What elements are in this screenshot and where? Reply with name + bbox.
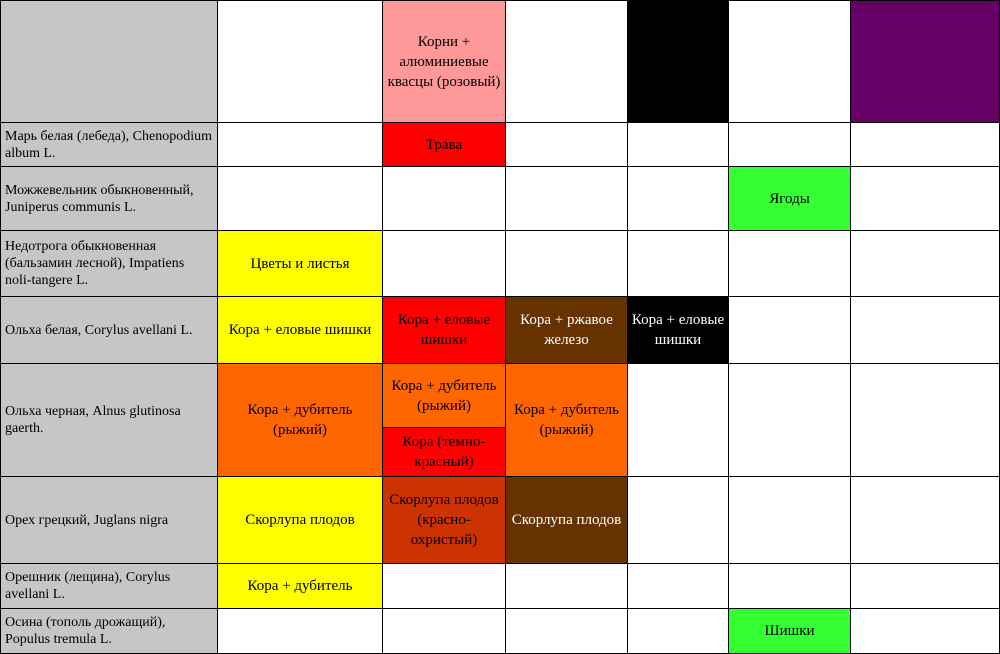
dye-text: Скорлупа плодов (красно-охристый)	[389, 492, 499, 548]
plant-name-cell: Недотрога обыкновенная (бальзамин лесной…	[0, 230, 218, 297]
dye-cell	[627, 122, 729, 167]
dye-cell	[382, 563, 506, 609]
dye-text: Кора (темно-красный)	[402, 434, 486, 470]
dye-cell	[728, 296, 851, 364]
dye-cell-orange: Кора + дубитель (рыжий)	[217, 363, 383, 477]
dye-cell	[505, 608, 628, 654]
plant-name-cell: Орех грецкий, Juglans nigra	[0, 476, 218, 564]
dye-text: Кора + дубитель (рыжий)	[513, 402, 619, 438]
header-cell-brown	[505, 0, 628, 123]
dye-cell	[850, 296, 1000, 364]
dye-cell	[217, 608, 383, 654]
dye-text: Кора + еловые шишки	[397, 312, 491, 348]
header-pink-label: Корни + алюминиевые квасцы (розовый)	[387, 33, 501, 90]
dye-cell-yellow: Скорлупа плодов	[217, 476, 383, 564]
header-cell-yellow	[217, 0, 383, 123]
dye-cell-orange: Кора + дубитель (рыжий)	[382, 363, 506, 428]
dye-text: Скорлупа плодов	[511, 512, 622, 528]
dye-cell-green: Ягоды	[728, 166, 851, 231]
plant-name: Ольха черная, Alnus glutinosa gaerth.	[5, 404, 181, 436]
dye-cell-yellow: Кора + дубитель	[217, 563, 383, 609]
dye-cell-red: Кора + еловые шишки	[382, 296, 506, 364]
dye-cell	[505, 563, 628, 609]
dye-cell	[382, 608, 506, 654]
dye-cell	[627, 166, 729, 231]
dye-text: Трава	[425, 136, 463, 153]
dye-cell	[850, 608, 1000, 654]
plant-name-cell: Марь белая (лебеда), Chenopodium album L…	[0, 122, 218, 167]
dye-text: Кора + ржавое железо	[520, 312, 613, 348]
plant-name: Орешник (лещина), Corylus avellani L.	[5, 570, 171, 602]
plant-name-cell: Ольха черная, Alnus glutinosa gaerth.	[0, 363, 218, 477]
dye-cell	[728, 563, 851, 609]
plant-name: Ольха белая, Corylus avellani L.	[5, 322, 193, 338]
plant-name-cell: Осина (тополь дрожащий), Populus tremula…	[0, 608, 218, 654]
dye-text: Шишки	[764, 623, 815, 639]
plant-name: Можжевельник обыкновенный, Juniperus com…	[5, 182, 194, 215]
dye-cell-brown: Скорлупа плодов	[505, 476, 628, 564]
dye-cell	[728, 230, 851, 297]
dye-text: Кора + еловые шишки	[631, 312, 725, 348]
dye-cell	[217, 166, 383, 231]
header-cell-black	[627, 0, 729, 123]
dye-cell	[728, 363, 851, 477]
dye-text: Кора + дубитель (рыжий)	[391, 377, 497, 414]
dye-text: Кора + дубитель	[247, 578, 353, 594]
dye-cell	[627, 230, 729, 297]
dye-cell	[627, 608, 729, 654]
dye-cell	[505, 122, 628, 167]
dye-cell	[850, 230, 1000, 297]
dye-cell	[850, 166, 1000, 231]
plant-name: Орех грецкий, Juglans nigra	[5, 512, 169, 528]
dye-cell	[728, 476, 851, 564]
header-cell-green	[728, 0, 851, 123]
dye-cell	[850, 363, 1000, 477]
plant-name: Осина (тополь дрожащий), Populus tremula…	[5, 615, 166, 647]
plant-name-cell: Ольха белая, Corylus avellani L.	[0, 296, 218, 364]
dye-text: Цветы и листья	[250, 255, 350, 272]
header-corner-cell	[0, 0, 218, 123]
plant-name: Марь белая (лебеда), Chenopodium album L…	[5, 128, 212, 161]
dye-cell	[850, 563, 1000, 609]
dye-cell-orange: Кора + дубитель (рыжий)	[505, 363, 628, 477]
header-cell-purple	[850, 0, 1000, 123]
plant-name: Недотрога обыкновенная (бальзамин лесной…	[5, 239, 185, 288]
dye-text: Кора + еловые шишки	[228, 322, 372, 338]
dye-cell-green: Шишки	[728, 608, 851, 654]
dye-text: Кора + дубитель (рыжий)	[247, 402, 353, 438]
dye-cell	[382, 230, 506, 297]
dye-cell-brown: Кора + ржавое железо	[505, 296, 628, 364]
dye-cell-yellow: Кора + еловые шишки	[217, 296, 383, 364]
dye-cell	[627, 476, 729, 564]
dye-text: Скорлупа плодов	[245, 512, 355, 528]
header-cell-pink: Корни + алюминиевые квасцы (розовый)	[382, 0, 506, 123]
dye-cell-red: Трава	[382, 122, 506, 167]
dye-cell-yellow: Цветы и листья	[217, 230, 383, 297]
dye-cell	[217, 122, 383, 167]
dye-cell	[728, 122, 851, 167]
plant-name-cell: Орешник (лещина), Corylus avellani L.	[0, 563, 218, 609]
dye-cell	[505, 166, 628, 231]
plant-name-cell: Можжевельник обыкновенный, Juniperus com…	[0, 166, 218, 231]
dye-cell	[850, 476, 1000, 564]
dye-cell	[627, 363, 729, 477]
dye-cell	[627, 563, 729, 609]
dye-cell	[382, 166, 506, 231]
dye-cell	[505, 230, 628, 297]
dye-cell-red: Кора (темно-красный)	[382, 427, 506, 477]
dye-cell-rust: Скорлупа плодов (красно-охристый)	[382, 476, 506, 564]
dye-text: Ягоды	[769, 190, 810, 207]
dye-cell	[850, 122, 1000, 167]
dye-cell-black: Кора + еловые шишки	[627, 296, 729, 364]
